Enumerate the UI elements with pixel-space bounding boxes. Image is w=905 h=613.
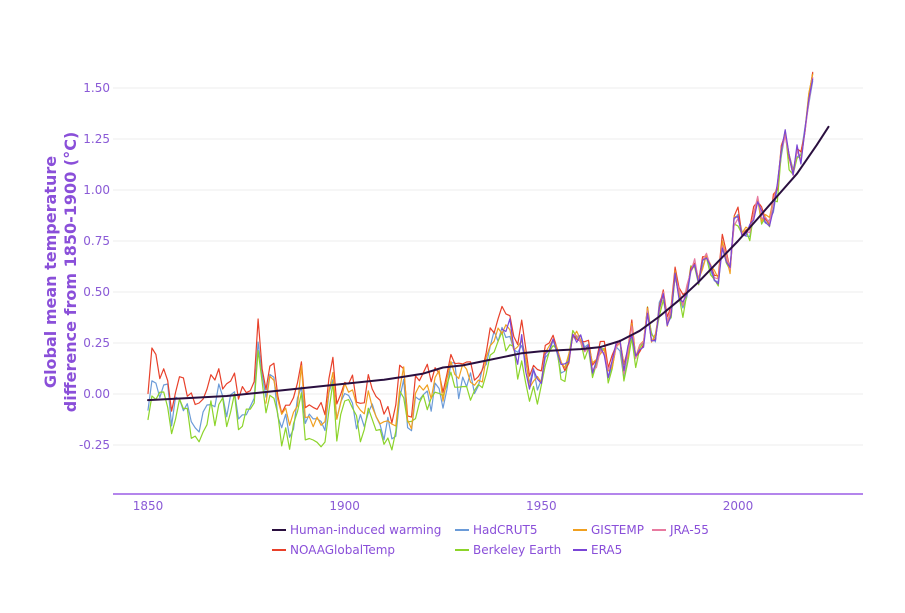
y-tick-label: -0.25 — [79, 438, 110, 452]
axes: -0.25 0.00 0.25 0.50 0.75 1.00 1.25 1.50 1850 190… — [79, 81, 863, 513]
legend-label-gistemp: GISTEMP — [591, 523, 644, 537]
gridlines — [113, 87, 863, 446]
y-tick-label: 1.25 — [83, 132, 110, 146]
y-axis-title: Global mean temperature difference from … — [41, 132, 80, 413]
series-lines — [147, 71, 830, 451]
series-line-era5 — [501, 78, 814, 390]
y-tick-label: 1.50 — [83, 81, 110, 95]
legend-label-era5: ERA5 — [591, 543, 622, 557]
y-tick-label: 0.75 — [83, 234, 110, 248]
y-tick-label: 1.00 — [83, 183, 110, 197]
legend-label-hadcrut5: HadCRUT5 — [473, 523, 537, 537]
series-line-noaaglobaltemp — [147, 71, 814, 424]
x-tick-label: 2000 — [723, 499, 754, 513]
y-tick-label: 0.00 — [83, 387, 110, 401]
y-axis-label-line1: Global mean temperature — [41, 156, 60, 388]
series-line-hadcrut5 — [147, 80, 814, 441]
x-tick-label: 1900 — [329, 499, 360, 513]
legend-label-noaaglobaltemp: NOAAGlobalTemp — [290, 543, 395, 557]
series-line-gistemp — [265, 73, 814, 430]
legend-label-berkeley-earth: Berkeley Earth — [473, 543, 561, 557]
legend-label-human-induced-warming: Human-induced warming — [290, 523, 441, 537]
x-tick-label: 1850 — [133, 499, 164, 513]
y-tick-label: 0.50 — [83, 285, 110, 299]
series-line-jra-55 — [572, 77, 814, 375]
y-tick-label: 0.25 — [83, 336, 110, 350]
legend-label-jra-55: JRA-55 — [669, 523, 709, 537]
y-axis-label-line2: difference from 1850-1900 (°C) — [61, 132, 80, 413]
series-line-human-induced-warming — [147, 125, 830, 402]
legend: Human-induced warming HadCRUT5 GISTEMP JRA-… — [272, 523, 709, 557]
x-tick-label: 1950 — [526, 499, 557, 513]
